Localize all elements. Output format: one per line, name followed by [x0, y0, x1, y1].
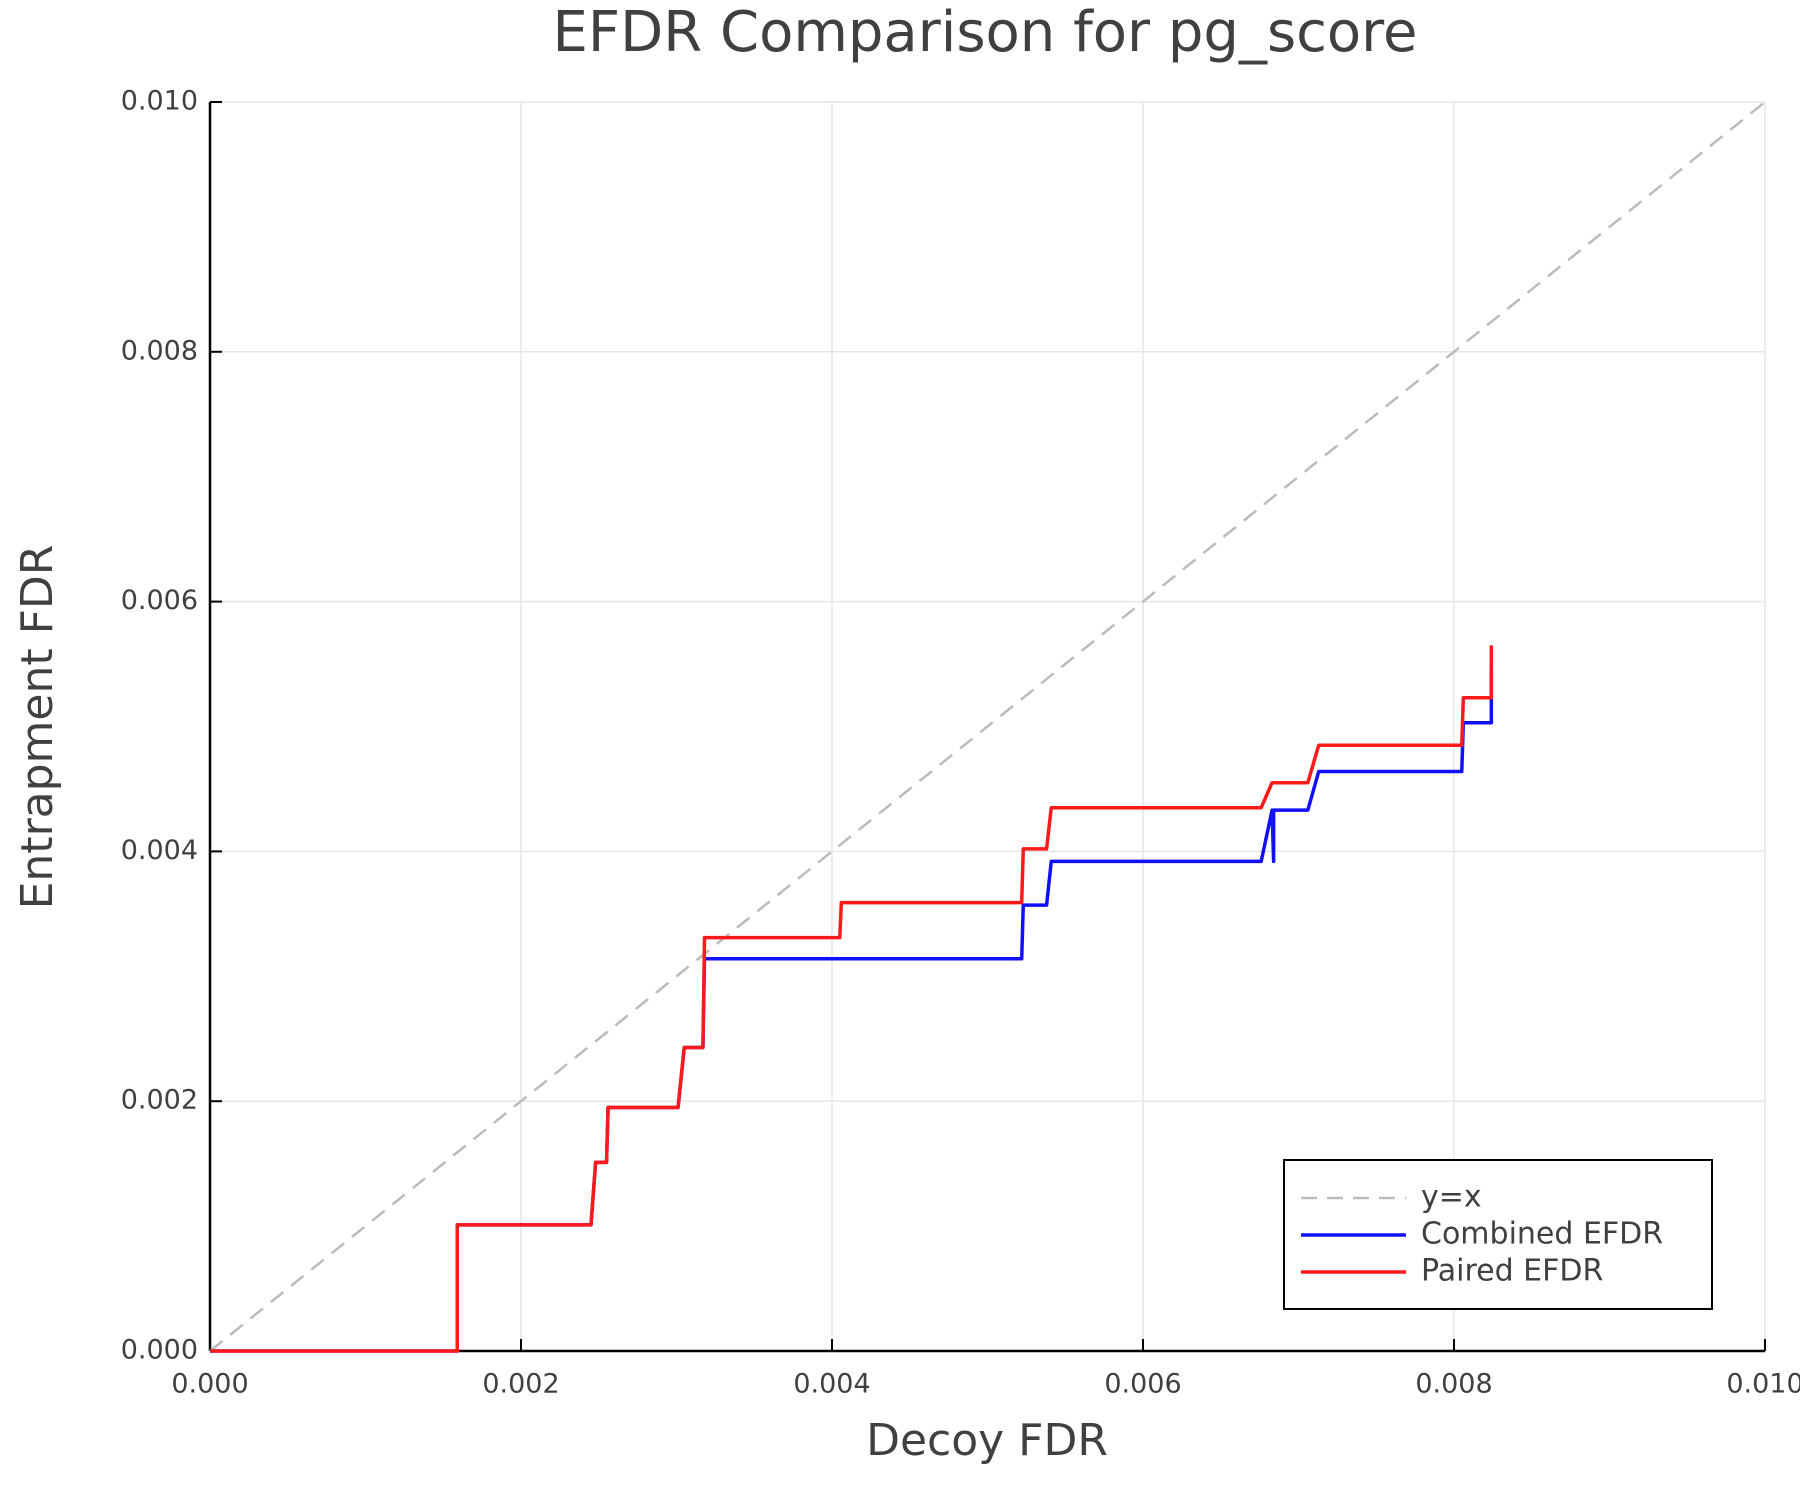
chart-title: EFDR Comparison for pg_score	[553, 0, 1418, 65]
x-tick-label: 0.000	[171, 1369, 248, 1400]
x-tick-label: 0.002	[482, 1369, 559, 1400]
x-tick-label: 0.004	[793, 1369, 870, 1400]
y-tick-label: 0.008	[121, 335, 198, 366]
y-tick-label: 0.010	[121, 86, 198, 117]
x-tick-label: 0.008	[1415, 1369, 1492, 1400]
legend-label: Paired EFDR	[1421, 1254, 1603, 1289]
y-axis-label: Entrapment FDR	[12, 545, 63, 910]
y-tick-label: 0.000	[121, 1335, 198, 1366]
x-tick-label: 0.006	[1104, 1369, 1181, 1400]
y-tick-label: 0.004	[121, 835, 198, 866]
legend-label: y=x	[1421, 1180, 1482, 1215]
series-line	[210, 645, 1494, 1353]
y-tick-label: 0.006	[121, 585, 198, 616]
y-tick-label: 0.002	[121, 1085, 198, 1116]
legend-label: Combined EFDR	[1421, 1217, 1663, 1252]
x-axis-label: Decoy FDR	[866, 1415, 1108, 1466]
x-tick-label: 0.010	[1726, 1369, 1800, 1400]
series-line	[209, 101, 1766, 1352]
